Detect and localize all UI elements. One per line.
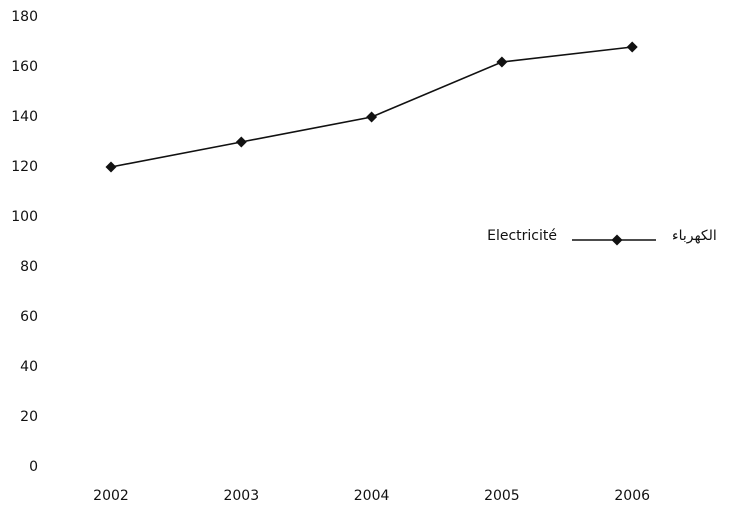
- data-point: [626, 41, 638, 53]
- y-tick-label: 40: [20, 359, 38, 375]
- y-tick-label: 160: [11, 59, 38, 75]
- data-point: [105, 161, 117, 173]
- x-tick-label: 2004: [354, 488, 390, 504]
- y-tick-label: 140: [11, 109, 38, 125]
- y-tick-label: 20: [20, 409, 38, 425]
- y-tick-label: 80: [20, 259, 38, 275]
- x-tick-label: 2005: [484, 488, 520, 504]
- x-tick-label: 2006: [614, 488, 650, 504]
- legend-label: Electricité: [487, 228, 557, 244]
- data-point: [235, 136, 247, 148]
- y-tick-label: 180: [11, 9, 38, 25]
- y-tick-label: 100: [11, 209, 38, 225]
- y-tick-label: 0: [29, 459, 38, 475]
- legend-marker: [611, 234, 623, 246]
- y-tick-label: 120: [11, 159, 38, 175]
- series-line: [110, 46, 633, 168]
- y-tick-label: 60: [20, 309, 38, 325]
- data-point: [366, 111, 378, 123]
- x-tick-label: 2003: [223, 488, 259, 504]
- legend-label-arabic: الكهرباء: [672, 228, 717, 244]
- data-point: [496, 56, 508, 68]
- x-tick-label: 2002: [93, 488, 129, 504]
